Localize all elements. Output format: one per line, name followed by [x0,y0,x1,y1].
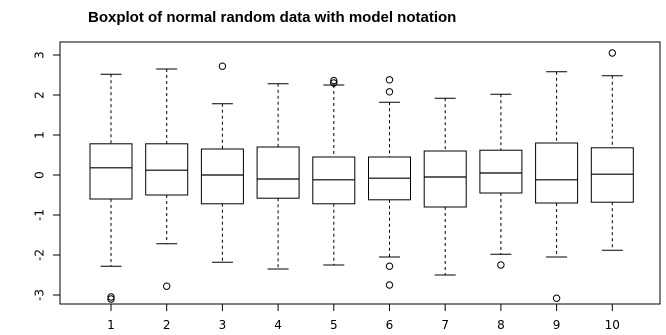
y-tick-label: 3 [33,51,47,59]
x-tick-label: 6 [386,318,394,332]
box-group [256,83,300,270]
outlier-point [385,88,394,96]
y-tick-label: 2 [33,91,47,99]
x-axis: 1 2 3 4 5 6 7 8 9 10 [107,304,620,332]
box-group [89,73,133,303]
box-iqr [200,148,244,205]
outlier-point [107,293,115,301]
x-tick-label: 10 [605,318,620,332]
outlier-point [608,49,616,57]
x-tick-label: 1 [107,318,115,332]
chart-title: Boxplot of normal random data with model… [88,9,456,26]
y-tick-label: -1 [33,209,47,221]
plot-frame [59,41,661,305]
boxes-layer [89,49,634,303]
x-tick-label: 2 [163,318,171,332]
y-tick-label: -3 [33,289,47,301]
box-iqr [145,143,189,196]
y-tick-label: 0 [33,171,47,179]
outlier-point [552,294,561,302]
box-group [423,97,467,276]
x-tick-label: 9 [553,318,561,332]
x-tick-label: 8 [497,318,505,332]
box-iqr [590,147,634,203]
outlier-point [385,262,394,270]
outlier-point [218,62,227,70]
y-axis: -3 -2 -1 0 1 2 3 [33,51,60,301]
box-iqr [89,143,133,200]
outlier-point [163,282,171,290]
box-group [145,68,189,290]
outlier-point [107,295,115,303]
outlier-point [385,76,394,84]
box-group [479,93,523,269]
box-iqr [535,142,579,204]
outlier-point [330,76,338,85]
x-tick-label: 5 [330,318,338,332]
outlier-point [497,261,505,269]
x-tick-label: 4 [274,318,282,332]
x-tick-label: 3 [219,318,227,332]
box-group [368,76,411,289]
box-iqr [256,146,300,199]
y-tick-label: -2 [33,249,47,261]
x-tick-label: 7 [441,318,449,332]
outlier-point [330,79,338,87]
y-tick-label: 1 [33,131,47,139]
outlier-point [385,281,394,289]
box-group [590,49,634,251]
box-iqr [423,150,467,208]
box-group [312,76,356,266]
box-group [200,62,244,263]
box-iqr [479,149,523,194]
box-group [535,71,579,302]
